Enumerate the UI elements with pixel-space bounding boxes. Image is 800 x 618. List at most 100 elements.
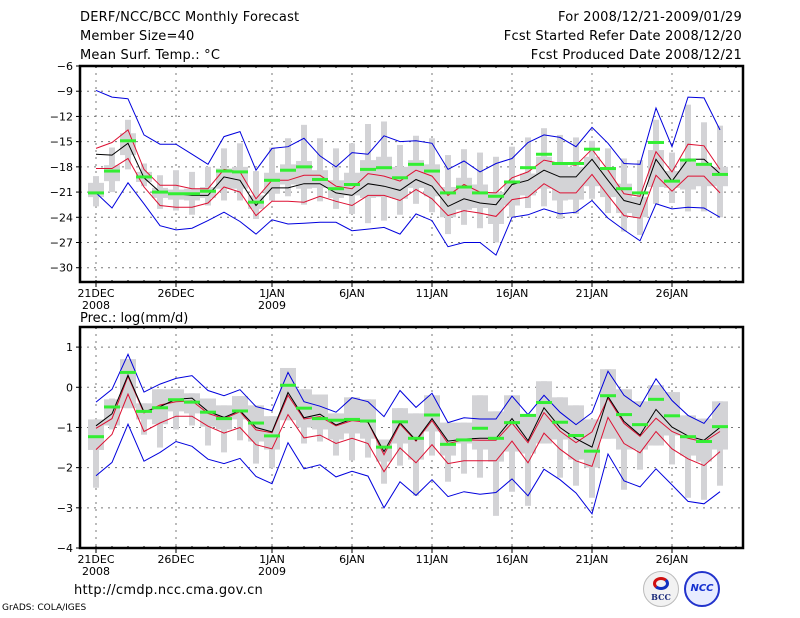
precip-observed-marker bbox=[392, 420, 408, 424]
temp-box bbox=[552, 163, 568, 201]
precip-observed-marker bbox=[264, 434, 280, 438]
precip-box bbox=[424, 395, 440, 432]
temp-line-min bbox=[95, 181, 721, 256]
source-url[interactable]: http://cmdp.ncc.cma.gov.cn bbox=[74, 583, 264, 598]
temp-xtick-year: 2008 bbox=[82, 299, 110, 312]
precip-box bbox=[488, 411, 504, 462]
precip-observed-marker bbox=[328, 418, 344, 422]
temp-box bbox=[264, 172, 280, 194]
temp-xtick-label: 11JAN bbox=[416, 287, 449, 300]
temp-observed-marker bbox=[408, 162, 424, 166]
precip-observed-marker bbox=[504, 421, 520, 425]
precip-observed-marker bbox=[680, 435, 696, 439]
precip-box bbox=[568, 405, 584, 460]
precip-box bbox=[408, 413, 424, 460]
precip-box bbox=[552, 397, 568, 440]
precip-observed-marker bbox=[360, 419, 376, 423]
precip-observed-marker bbox=[520, 413, 536, 417]
temp-observed-marker bbox=[648, 140, 664, 144]
precip-observed-marker bbox=[280, 383, 296, 387]
precip-box bbox=[312, 394, 328, 430]
temp-observed-marker bbox=[488, 194, 504, 198]
precip-ytick-label: −4 bbox=[57, 542, 73, 555]
precip-xtick-year: 2008 bbox=[82, 565, 110, 578]
precip-xtick-label: 1JAN bbox=[259, 553, 285, 566]
precip-observed-marker bbox=[664, 414, 680, 418]
precip-observed-marker bbox=[200, 410, 216, 414]
header-right: For 2008/12/21-2009/01/29 Fcst Started R… bbox=[504, 10, 742, 67]
temp-box bbox=[536, 156, 552, 189]
temp-observed-marker bbox=[392, 176, 408, 180]
grads-credit: GrADS: COLA/IGES bbox=[2, 603, 87, 613]
precip-box bbox=[616, 389, 632, 450]
precip-xtick-label: 21JAN bbox=[576, 553, 609, 566]
temp-observed-marker bbox=[88, 191, 104, 195]
temp-xtick-label: 26DEC bbox=[157, 287, 194, 300]
temp-box bbox=[280, 164, 296, 185]
temp-ytick-label: −15 bbox=[50, 136, 73, 149]
temp-observed-marker bbox=[360, 167, 376, 171]
precip-observed-marker bbox=[648, 397, 664, 401]
temp-observed-marker bbox=[296, 165, 312, 169]
temp-xtick-year: 2009 bbox=[258, 299, 286, 312]
bcc-logo: BCC bbox=[643, 571, 679, 607]
precip-observed-marker bbox=[136, 409, 152, 413]
temp-observed-marker bbox=[552, 161, 568, 165]
temp-box bbox=[696, 163, 712, 187]
temp-whisker-bar bbox=[685, 104, 691, 212]
temp-observed-marker bbox=[104, 169, 120, 173]
ncc-logo-text: NCC bbox=[690, 583, 714, 594]
temp-observed-marker bbox=[200, 189, 216, 193]
precip-ytick-label: −2 bbox=[57, 462, 73, 475]
temp-ytick-label: −12 bbox=[50, 110, 73, 123]
temp-observed-marker bbox=[344, 183, 360, 187]
precip-box bbox=[600, 369, 616, 439]
temp-observed-marker bbox=[696, 162, 712, 166]
precip-xtick-label: 21DEC bbox=[77, 553, 114, 566]
precip-observed-marker bbox=[488, 436, 504, 440]
precip-box bbox=[456, 422, 472, 444]
temp-observed-marker bbox=[312, 177, 328, 181]
precip-observed-marker bbox=[232, 409, 248, 413]
precip-observed-marker bbox=[440, 442, 456, 446]
temp-whisker-bar bbox=[253, 171, 259, 219]
precip-observed-marker bbox=[216, 417, 232, 421]
precip-box bbox=[440, 422, 456, 456]
temp-box bbox=[472, 184, 488, 209]
temp-observed-marker bbox=[376, 166, 392, 170]
precip-observed-marker bbox=[616, 413, 632, 417]
temp-observed-marker bbox=[632, 191, 648, 195]
temp-box bbox=[88, 182, 104, 198]
temp-observed-marker bbox=[536, 152, 552, 156]
precip-observed-marker bbox=[248, 421, 264, 425]
precip-box bbox=[520, 415, 536, 454]
temp-box bbox=[520, 173, 536, 196]
precip-whisker-bar bbox=[93, 419, 99, 488]
temp-whisker-bar bbox=[525, 137, 531, 209]
temp-xtick-label: 21JAN bbox=[576, 287, 609, 300]
temp-observed-marker bbox=[568, 161, 584, 165]
temp-ytick-label: −6 bbox=[57, 60, 73, 73]
temp-observed-marker bbox=[504, 180, 520, 184]
temp-ytick-label: −27 bbox=[50, 236, 73, 249]
temp-observed-marker bbox=[216, 169, 232, 173]
bcc-logo-text: BCC bbox=[651, 592, 671, 602]
precip-observed-marker bbox=[344, 417, 360, 421]
temp-line-max bbox=[95, 89, 721, 173]
precip-xtick-label: 26JAN bbox=[656, 553, 689, 566]
temp-observed-marker bbox=[184, 192, 200, 196]
temp-plot-frame bbox=[78, 64, 745, 284]
temp-ytick-label: −24 bbox=[50, 211, 73, 224]
precip-xtick-label: 6JAN bbox=[339, 553, 365, 566]
temp-ytick-label: −21 bbox=[50, 186, 73, 199]
precip-observed-marker bbox=[152, 406, 168, 410]
precip-ytick-label: −3 bbox=[57, 502, 73, 515]
temp-observed-marker bbox=[232, 170, 248, 174]
temp-box bbox=[232, 166, 248, 189]
temp-observed-marker bbox=[600, 167, 616, 171]
temp-box bbox=[104, 165, 120, 182]
precip-whisker-bar bbox=[685, 415, 691, 498]
temp-observed-marker bbox=[440, 191, 456, 195]
precip-line-upper bbox=[95, 375, 721, 456]
temp-observed-marker bbox=[168, 192, 184, 196]
